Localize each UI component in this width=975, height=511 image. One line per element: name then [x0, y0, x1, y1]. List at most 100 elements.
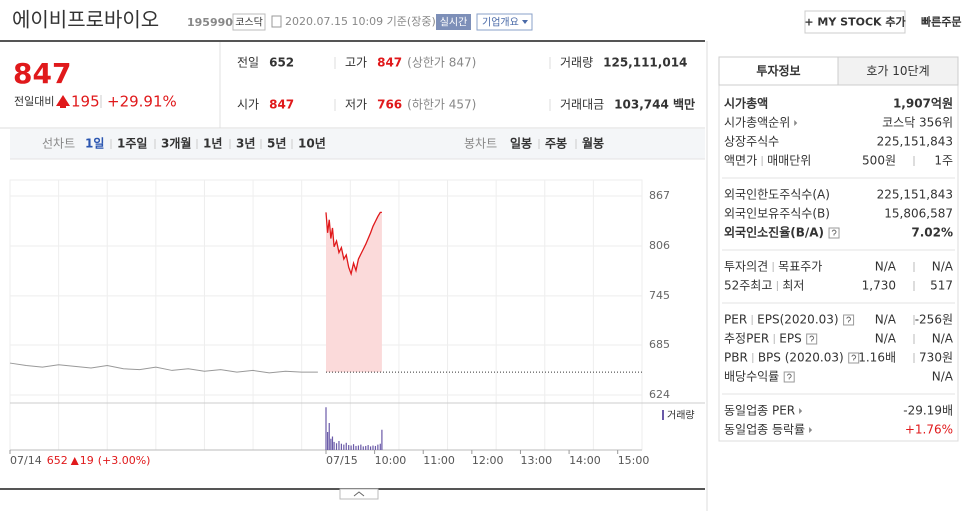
help-glyph — [831, 229, 837, 236]
row-value: -256원 — [915, 313, 953, 327]
market: 코스닥 — [235, 17, 263, 29]
candle-tab[interactable]: 주봉 — [545, 137, 567, 151]
tab-bar — [10, 129, 705, 159]
mystock-button[interactable] — [804, 10, 906, 34]
info-panel — [718, 56, 959, 442]
volume-bar — [381, 429, 383, 450]
row-value: +1.76% — [905, 423, 953, 437]
mystock[interactable]: + MY STOCK 추가 — [804, 15, 905, 29]
realtime-badge[interactable] — [436, 14, 471, 30]
volume-bar — [372, 445, 374, 450]
stock-name: 에이비프로바이오 — [12, 8, 159, 32]
volume-bar — [328, 423, 330, 450]
tab[interactable] — [837, 56, 959, 86]
stock-code: 195990 — [187, 16, 233, 29]
x-tick-label: 15:00 — [618, 454, 650, 467]
x-tick-label: 14:00 — [569, 454, 601, 467]
line-chart-label: 선차트 — [42, 137, 75, 151]
candle-chart-label: 봉차트 — [464, 137, 497, 151]
clock-icon — [271, 15, 282, 28]
period-tab[interactable]: 5년 — [267, 137, 286, 151]
volume-bar — [355, 445, 357, 450]
market-badge — [232, 13, 266, 31]
row-value: N/A — [875, 313, 897, 327]
volume-bar — [327, 432, 329, 450]
volume-bar — [379, 443, 381, 450]
cell-value: 766 — [377, 98, 402, 112]
company-info-button[interactable] — [476, 13, 533, 31]
price-line — [325, 211, 382, 277]
help-icon[interactable] — [843, 314, 855, 326]
row-value: -29.19배 — [903, 404, 953, 418]
tab-label[interactable]: 투자정보 — [756, 63, 800, 78]
volume-bar — [357, 445, 360, 450]
period-tab[interactable]: 1주일 — [117, 137, 147, 151]
x-tick-label: 10:00 — [375, 454, 407, 467]
period-tab[interactable]: 3년 — [236, 137, 255, 151]
row-label: 매매단위 — [767, 154, 811, 168]
cell-value: 847 — [377, 56, 402, 70]
candle-tab[interactable]: 일봉 — [510, 137, 532, 151]
realtime[interactable]: 실시간 — [440, 17, 468, 29]
volume-bar — [335, 443, 338, 450]
cell-value: 103,744 백만 — [614, 97, 695, 112]
y-tick-label: 624 — [649, 388, 670, 401]
row-label: 최저 — [782, 279, 804, 293]
row-value: N/A — [875, 332, 897, 346]
period-tab[interactable]: 1일 — [85, 137, 104, 151]
cell-value: 125,111,014 — [603, 56, 687, 70]
current-price: 847 — [13, 57, 71, 90]
volume-bar — [377, 444, 379, 450]
help-icon[interactable] — [783, 371, 795, 383]
y-tick-label: 685 — [649, 338, 670, 351]
timestamp: 2020.07.15 10:09 기준(장중) — [285, 15, 436, 28]
row-label: 상장주식수 — [724, 135, 779, 149]
row-label: 외국인보유주식수(B) — [724, 207, 830, 221]
volume-bar — [369, 446, 372, 450]
tab-label[interactable]: 호가 10단계 — [866, 64, 929, 78]
cell-label: 거래량 — [560, 56, 593, 70]
help-icon[interactable] — [828, 227, 840, 239]
period-tab[interactable]: 1년 — [203, 137, 222, 151]
price-chart: 624 685 745 806 867 07/14 07/15 10:00 11:00 12:00… — [9, 179, 705, 467]
candle-tab[interactable]: 월봉 — [582, 136, 604, 151]
period-tab[interactable]: 3개월 — [161, 136, 191, 151]
row-value: 1주 — [934, 154, 953, 168]
help-glyph — [851, 354, 857, 361]
row-value: 1,907억원 — [893, 97, 953, 111]
dropdown-caret — [522, 20, 528, 24]
volume-bar — [338, 441, 340, 450]
period-tab[interactable]: 10년 — [298, 137, 326, 151]
row-label: 액면가 — [724, 154, 757, 168]
row-value: 코스닥 356위 — [882, 116, 953, 130]
collapse-button[interactable] — [339, 488, 379, 500]
row-label: PBR — [724, 351, 748, 365]
row-label: 투자의견 — [724, 260, 768, 274]
help-icon[interactable] — [806, 333, 818, 345]
row-value: N/A — [932, 370, 954, 384]
company-info[interactable]: 기업개요 — [482, 16, 519, 29]
row-value: 517 — [930, 279, 953, 293]
volume-bar — [348, 445, 350, 450]
volume-bar — [367, 445, 369, 450]
y-tick-label: 867 — [649, 189, 670, 202]
tab-active[interactable] — [718, 56, 839, 86]
volume-bar — [333, 441, 335, 450]
quick-order[interactable]: 빠른주문 — [921, 15, 961, 29]
price-line — [9, 362, 318, 374]
row-label: PER — [724, 313, 747, 327]
up-icon — [56, 95, 70, 106]
help-glyph — [846, 316, 852, 323]
change: 195 — [71, 93, 100, 111]
help-icon[interactable] — [848, 352, 860, 364]
change-rate: +29.91% — [107, 93, 177, 111]
x-tick-label: 07/14 — [10, 454, 42, 467]
cell-value: 652 — [269, 56, 294, 70]
volume-bar — [374, 445, 377, 450]
up-icon-stem — [60, 103, 66, 108]
row-label: 52주최고 — [724, 279, 772, 293]
row-value: N/A — [875, 260, 897, 274]
